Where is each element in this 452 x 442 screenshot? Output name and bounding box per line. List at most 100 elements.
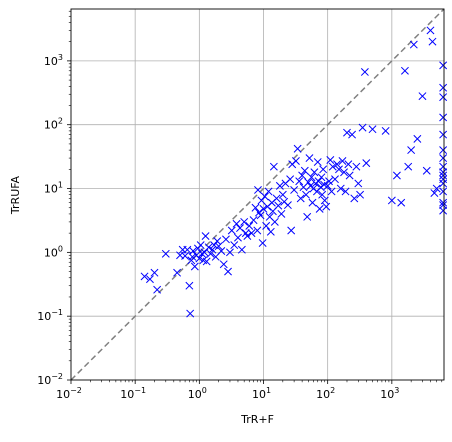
- data-point-marker: [308, 198, 317, 207]
- marker-stroke: [269, 162, 278, 171]
- y-tick-label: 103: [44, 53, 63, 68]
- data-point-marker: [283, 201, 292, 210]
- data-point-marker: [307, 173, 316, 182]
- y-tick-label: 10−1: [37, 308, 63, 323]
- marker-stroke: [313, 158, 322, 166]
- marker-stroke: [225, 248, 234, 257]
- marker-stroke: [199, 256, 208, 265]
- data-point-marker: [400, 66, 409, 75]
- marker-stroke: [418, 92, 427, 101]
- marker-stroke: [333, 160, 342, 169]
- marker-stroke: [422, 166, 431, 175]
- data-point-marker: [439, 162, 448, 171]
- marker-stroke: [328, 162, 337, 171]
- x-tick-label: 102: [316, 386, 335, 401]
- marker-stroke: [181, 251, 190, 260]
- data-point-marker: [256, 211, 265, 220]
- marker-stroke: [331, 175, 339, 184]
- data-point-marker: [354, 179, 363, 188]
- data-point-marker: [295, 177, 304, 186]
- marker-stroke: [439, 83, 448, 92]
- marker-stroke: [439, 206, 448, 215]
- marker-stroke: [234, 233, 242, 242]
- data-point-marker: [338, 157, 347, 165]
- data-point-marker: [264, 187, 273, 196]
- marker-stroke: [208, 245, 217, 254]
- marker-stroke: [287, 226, 296, 235]
- marker-stroke: [266, 227, 275, 236]
- data-point-marker: [213, 237, 222, 246]
- data-point-marker: [409, 40, 418, 49]
- marker-stroke: [275, 181, 284, 190]
- marker-stroke: [251, 203, 260, 212]
- marker-stroke: [146, 275, 154, 284]
- marker-stroke: [247, 229, 256, 238]
- marker-stroke: [404, 162, 413, 171]
- data-point-marker: [413, 134, 422, 143]
- marker-stroke: [236, 224, 244, 233]
- data-point-marker: [298, 171, 307, 180]
- marker-stroke: [323, 181, 332, 190]
- data-point-marker: [362, 159, 371, 168]
- data-point-marker: [439, 61, 448, 70]
- marker-stroke: [350, 194, 359, 203]
- data-point-marker: [381, 126, 390, 135]
- marker-stroke: [340, 168, 349, 177]
- marker-stroke: [186, 309, 195, 318]
- marker-stroke: [352, 162, 361, 171]
- data-point-marker: [439, 206, 448, 215]
- data-point-marker: [320, 196, 329, 205]
- marker-stroke: [320, 180, 329, 189]
- data-point-marker: [293, 144, 302, 153]
- data-point-marker: [287, 226, 296, 235]
- data-point-marker: [315, 204, 324, 213]
- data-point-marker: [185, 281, 194, 290]
- marker-stroke: [245, 221, 254, 230]
- marker-stroke: [206, 249, 215, 258]
- marker-stroke: [439, 162, 448, 171]
- data-point-marker: [153, 285, 162, 294]
- marker-stroke: [302, 190, 310, 199]
- data-point-marker: [253, 226, 262, 235]
- data-point-marker: [358, 123, 367, 132]
- data-point-marker: [314, 177, 323, 186]
- data-point-marker: [439, 201, 448, 210]
- data-point-marker: [222, 235, 230, 244]
- data-point-marker: [269, 162, 278, 171]
- marker-stroke: [300, 166, 309, 175]
- marker-stroke: [316, 183, 325, 192]
- marker-stroke: [358, 123, 367, 132]
- marker-stroke: [314, 177, 323, 186]
- data-point-marker: [219, 260, 228, 269]
- marker-stroke: [272, 194, 281, 203]
- marker-stroke: [397, 198, 406, 207]
- data-point-marker: [217, 247, 226, 255]
- data-point-marker: [240, 217, 249, 226]
- marker-stroke: [413, 134, 422, 143]
- data-point-marker: [247, 229, 256, 238]
- marker-stroke: [240, 217, 249, 226]
- marker-stroke: [185, 281, 194, 290]
- marker-stroke: [336, 184, 345, 193]
- data-point-marker: [439, 179, 448, 188]
- data-point-marker: [439, 168, 448, 177]
- marker-stroke: [200, 248, 209, 257]
- marker-stroke: [407, 146, 416, 155]
- marker-stroke: [190, 262, 199, 271]
- marker-stroke: [439, 168, 448, 177]
- marker-stroke: [243, 232, 252, 241]
- data-point-marker: [266, 227, 275, 236]
- data-point-marker: [259, 204, 268, 213]
- marker-stroke: [262, 221, 271, 230]
- data-point-marker: [204, 243, 213, 252]
- marker-stroke: [345, 171, 354, 180]
- marker-stroke: [381, 126, 390, 135]
- data-point-marker: [345, 171, 354, 180]
- marker-stroke: [387, 196, 396, 205]
- marker-stroke: [439, 154, 448, 163]
- marker-stroke: [348, 130, 357, 139]
- marker-stroke: [296, 194, 305, 203]
- marker-stroke: [253, 226, 262, 235]
- data-point-marker: [190, 262, 199, 271]
- data-point-marker: [350, 194, 359, 203]
